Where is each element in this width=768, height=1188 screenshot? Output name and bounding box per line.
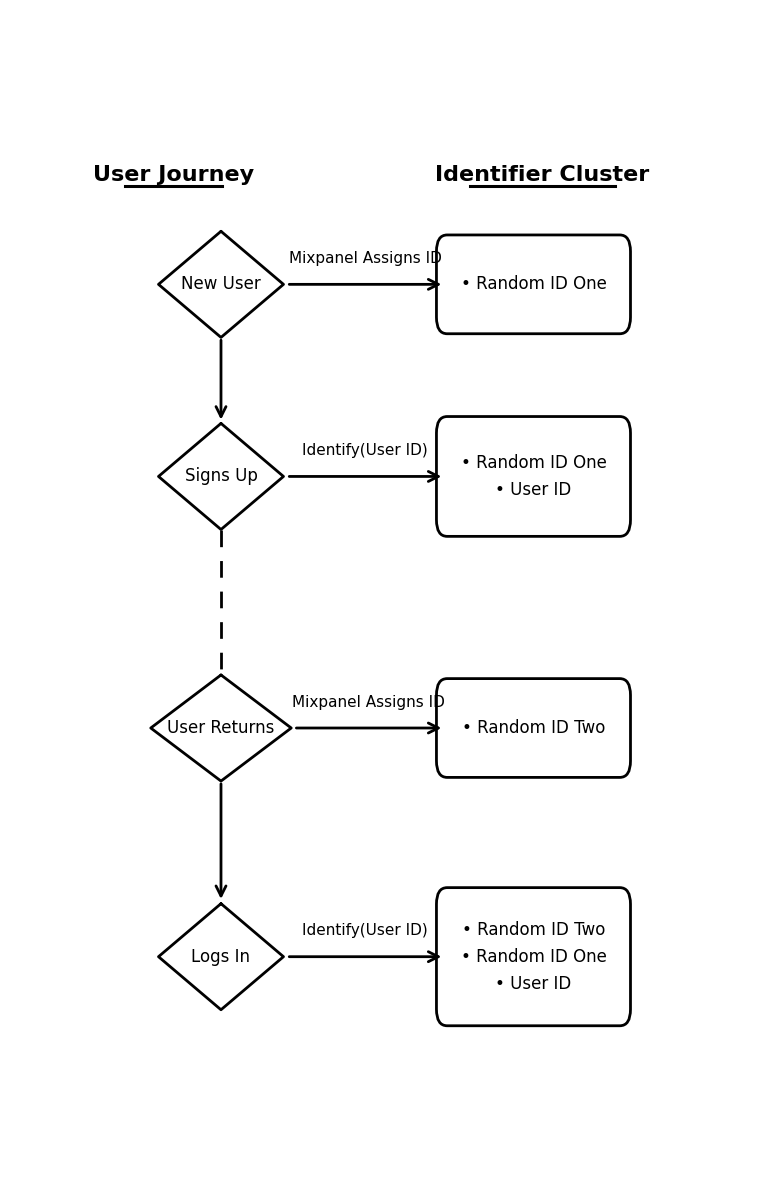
FancyBboxPatch shape (436, 678, 631, 777)
Text: • Random ID Two: • Random ID Two (462, 719, 605, 737)
Text: Mixpanel Assigns ID: Mixpanel Assigns ID (289, 251, 442, 266)
Text: Signs Up: Signs Up (184, 467, 257, 486)
FancyBboxPatch shape (436, 417, 631, 536)
Text: Identify(User ID): Identify(User ID) (303, 443, 429, 459)
Text: User Returns: User Returns (167, 719, 275, 737)
Text: User Journey: User Journey (93, 165, 254, 185)
Text: • Random ID Two
• Random ID One
• User ID: • Random ID Two • Random ID One • User I… (461, 921, 607, 993)
FancyBboxPatch shape (436, 235, 631, 334)
FancyBboxPatch shape (436, 887, 631, 1025)
Text: New User: New User (181, 276, 261, 293)
Text: • Random ID One
• User ID: • Random ID One • User ID (461, 454, 607, 499)
Text: Identifier Cluster: Identifier Cluster (435, 165, 650, 185)
Text: • Random ID One: • Random ID One (461, 276, 607, 293)
Text: Identify(User ID): Identify(User ID) (303, 923, 429, 939)
Text: Mixpanel Assigns ID: Mixpanel Assigns ID (293, 695, 445, 709)
Text: Logs In: Logs In (191, 948, 250, 966)
